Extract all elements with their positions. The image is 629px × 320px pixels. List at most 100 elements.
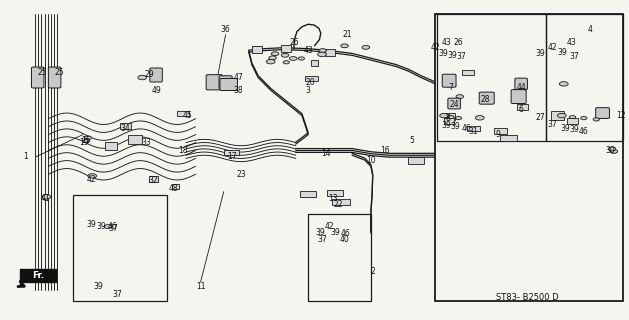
Text: 12: 12 <box>616 111 626 120</box>
Text: 39: 39 <box>535 49 545 58</box>
Text: 46: 46 <box>108 222 118 231</box>
Bar <box>120 123 131 129</box>
Text: 37: 37 <box>457 52 467 61</box>
Text: 26: 26 <box>454 38 464 47</box>
Text: 46: 46 <box>461 124 471 133</box>
Polygon shape <box>20 269 56 282</box>
Text: 10: 10 <box>366 156 376 164</box>
Bar <box>308 214 371 301</box>
Text: 38: 38 <box>233 86 243 95</box>
Bar <box>281 45 291 52</box>
Bar <box>325 49 335 56</box>
Text: 28: 28 <box>481 95 490 104</box>
Bar <box>567 118 577 124</box>
Bar <box>517 104 528 109</box>
Text: 39: 39 <box>330 228 340 237</box>
Circle shape <box>362 45 370 49</box>
FancyBboxPatch shape <box>220 78 238 91</box>
FancyBboxPatch shape <box>48 67 61 88</box>
Text: 24: 24 <box>450 100 460 109</box>
FancyBboxPatch shape <box>515 78 527 90</box>
Circle shape <box>608 147 616 151</box>
Circle shape <box>341 44 348 48</box>
Text: 7: 7 <box>448 83 454 92</box>
Text: 45: 45 <box>182 111 192 120</box>
Circle shape <box>283 61 289 64</box>
Text: 17: 17 <box>227 152 237 161</box>
Text: 39: 39 <box>94 282 103 292</box>
Text: 25: 25 <box>37 68 47 77</box>
Text: 39: 39 <box>450 122 460 131</box>
Text: 41: 41 <box>40 194 50 203</box>
Text: 8: 8 <box>445 114 450 123</box>
Bar <box>327 190 343 196</box>
Circle shape <box>281 53 289 57</box>
Text: 20: 20 <box>305 78 315 87</box>
Text: 39: 39 <box>569 125 579 134</box>
Bar <box>300 191 316 197</box>
Bar <box>444 118 454 124</box>
Text: 43: 43 <box>441 38 451 47</box>
Text: 42: 42 <box>548 43 557 52</box>
Text: 25: 25 <box>55 68 64 77</box>
Text: 6: 6 <box>519 105 523 114</box>
Text: Fr.: Fr. <box>32 271 45 280</box>
Text: 14: 14 <box>321 149 331 158</box>
Bar <box>332 199 350 205</box>
Text: 39: 39 <box>447 51 457 60</box>
Text: 37: 37 <box>113 290 122 299</box>
FancyBboxPatch shape <box>150 68 162 82</box>
Bar <box>437 14 546 141</box>
Bar <box>467 126 481 132</box>
Bar <box>550 111 564 120</box>
Bar <box>252 46 262 53</box>
Circle shape <box>289 57 297 60</box>
Text: 21: 21 <box>342 30 352 39</box>
Bar <box>501 135 517 141</box>
Text: 39: 39 <box>441 121 451 130</box>
Text: 39: 39 <box>316 228 326 237</box>
Bar <box>462 70 474 75</box>
Text: 3: 3 <box>306 86 311 95</box>
Circle shape <box>581 116 587 120</box>
Circle shape <box>319 49 326 52</box>
Text: 39: 39 <box>86 220 96 228</box>
Text: 30: 30 <box>606 146 616 155</box>
Text: 39: 39 <box>557 48 567 57</box>
FancyBboxPatch shape <box>219 76 232 89</box>
Circle shape <box>455 116 462 120</box>
Text: 46: 46 <box>340 229 350 238</box>
Text: 4: 4 <box>587 25 593 35</box>
Bar <box>225 149 240 155</box>
Text: 42: 42 <box>325 222 335 231</box>
Text: 2: 2 <box>370 267 375 276</box>
Circle shape <box>610 149 618 153</box>
Circle shape <box>445 76 452 79</box>
Circle shape <box>271 52 279 56</box>
Bar <box>444 113 455 120</box>
Circle shape <box>88 174 97 178</box>
Circle shape <box>266 60 275 64</box>
Circle shape <box>152 76 162 81</box>
Bar <box>172 184 179 189</box>
Text: 39: 39 <box>438 49 448 58</box>
Text: 23: 23 <box>237 170 246 179</box>
FancyBboxPatch shape <box>448 98 460 109</box>
FancyBboxPatch shape <box>479 92 494 104</box>
Circle shape <box>84 136 92 140</box>
Circle shape <box>298 57 304 60</box>
Text: 44: 44 <box>516 83 526 92</box>
Text: 16: 16 <box>380 146 389 155</box>
Circle shape <box>557 113 566 118</box>
Text: 37: 37 <box>318 235 328 244</box>
Text: 34: 34 <box>121 124 130 133</box>
Text: 37: 37 <box>569 52 579 61</box>
Text: 42: 42 <box>430 43 440 52</box>
Circle shape <box>440 113 448 118</box>
Text: 22: 22 <box>333 200 343 209</box>
FancyBboxPatch shape <box>206 75 223 90</box>
Text: 27: 27 <box>535 113 545 122</box>
Text: 11: 11 <box>196 282 205 292</box>
Text: 18: 18 <box>178 146 187 155</box>
Text: 29: 29 <box>145 70 155 79</box>
